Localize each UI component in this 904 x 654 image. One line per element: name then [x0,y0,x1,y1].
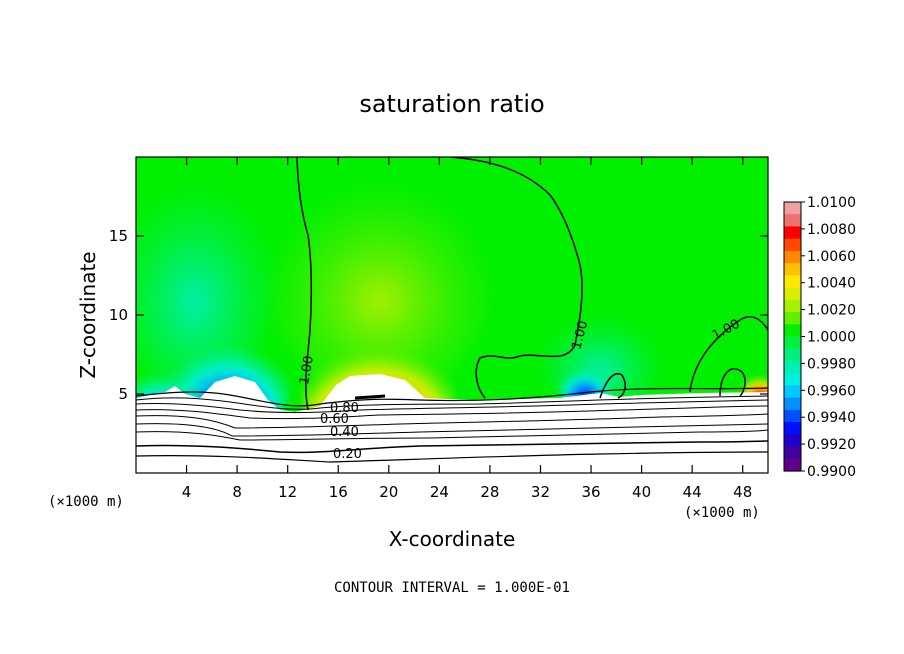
colorbar-label: 1.0040 [807,276,856,292]
colorbar-swatch [784,373,801,387]
y-axis-unit: (×1000 m) [48,494,124,510]
colorbar-swatch [784,434,801,448]
colorbar-label: 0.9980 [807,356,856,372]
contour-label-4: 0.80 [330,401,359,416]
x-axis-label: X-coordinate [389,527,516,551]
y-axis-label: Z-coordinate [76,251,100,378]
colorbar-swatch [784,446,801,460]
colorbar-swatch [784,275,801,289]
contour-label-6: 0.40 [330,425,359,440]
x-tick-label: 8 [232,483,242,501]
x-tick-label: 40 [632,483,651,501]
colorbar-swatch [784,397,801,411]
colorbar-label: 0.9960 [807,383,856,399]
y-tick-label: 10 [109,306,128,324]
colorbar-label: 1.0080 [807,222,856,238]
contour-label-1: 1.00 [297,355,317,386]
x-tick-label: 16 [329,483,348,501]
x-axis-unit: (×1000 m) [684,505,760,521]
colorbar-label: 1.0100 [807,195,856,211]
chart-title: saturation ratio [359,90,544,118]
colorbar-swatch [784,324,801,338]
colorbar-label: 1.0020 [807,303,856,319]
colorbar-label: 1.0060 [807,249,856,265]
x-tick-label: 24 [430,483,449,501]
contour-label-2: 1.00 [569,319,591,351]
colorbar-swatch [784,287,801,301]
colorbar-swatch [784,226,801,240]
colorbar-swatch [784,238,801,252]
y-tick-label: 15 [109,227,128,245]
colorbar-swatch [784,250,801,264]
colorbar-swatch [784,458,801,472]
x-tick-label: 20 [379,483,398,501]
colorbar-swatch [784,409,801,423]
colorbar-swatch [784,214,801,228]
x-tick-label: 36 [581,483,600,501]
contour-label-7: 0.20 [333,447,362,462]
colorbar-swatch [784,299,801,313]
heatmap-field [136,157,768,473]
y-tick-label: 5 [118,385,128,403]
contour-label-5: 0.60 [320,412,349,427]
colorbar-swatch [784,422,801,435]
x-tick-label: 28 [480,483,499,501]
x-tick-label: 48 [733,483,752,501]
colorbar: 1.0100 1.0080 1.0060 1.0040 1.0020 1.0000 0.99… [783,195,856,480]
contour-lines [136,157,768,463]
colorbar-swatch [784,336,801,350]
colorbar-label: 0.9920 [807,437,856,453]
colorbar-label: 1.0000 [807,330,856,346]
colorbar-label: 0.9900 [807,464,856,480]
colorbar-label: 0.9940 [807,410,856,426]
colorbar-swatch [784,312,801,325]
x-axis-ticks: 4 8 12 16 20 24 28 32 36 40 44 48 [182,157,752,501]
colorbar-swatch [784,202,801,215]
x-tick-label: 4 [182,483,192,501]
colorbar-swatch [784,360,801,374]
x-tick-label: 12 [278,483,297,501]
contour-interval-note: CONTOUR INTERVAL = 1.000E-01 [334,580,570,596]
colorbar-swatch [784,348,801,362]
x-tick-label: 32 [531,483,550,501]
y-axis-ticks: 5 10 15 [109,227,768,403]
x-tick-label: 44 [683,483,702,501]
colorbar-swatch [784,263,801,276]
colorbar-swatch [784,385,801,399]
